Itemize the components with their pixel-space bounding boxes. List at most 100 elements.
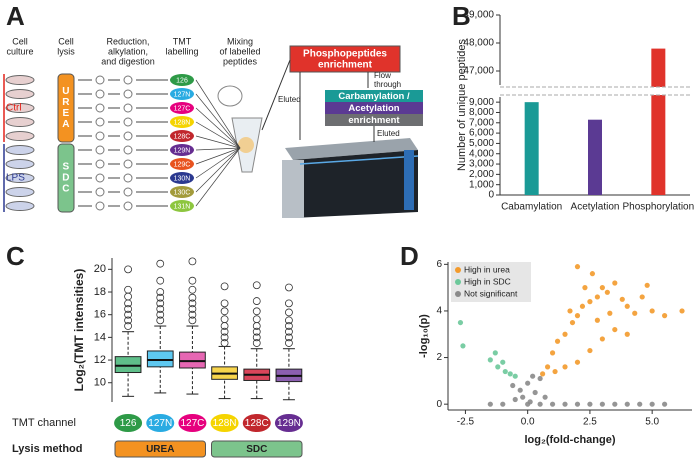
mod-box-band	[325, 102, 423, 114]
channel-tag	[146, 414, 175, 432]
outlier	[188, 310, 197, 319]
y-tick-label: 49,000	[463, 10, 494, 21]
mix-line	[195, 79, 241, 149]
outlier	[124, 292, 132, 301]
point	[662, 401, 668, 407]
lysis-axis-label: Lysis method	[12, 443, 83, 455]
mix-line	[195, 147, 241, 179]
tmt-tag	[170, 102, 194, 114]
peptide-icon	[123, 131, 133, 141]
outlier	[220, 282, 229, 291]
channel-label: 126	[120, 418, 137, 429]
dish	[5, 117, 35, 127]
point	[487, 401, 493, 407]
y-tick-label: 9,000	[469, 97, 494, 108]
peptide-icon	[123, 75, 133, 85]
tmt-tag	[170, 130, 194, 142]
outlier	[220, 315, 229, 324]
channel-tag	[242, 414, 271, 432]
peptide-icon	[95, 159, 105, 169]
mod-box-text: enrichment	[348, 115, 400, 126]
x-tick-label: -2.5	[457, 417, 475, 428]
point	[540, 371, 546, 377]
outlier	[188, 257, 197, 266]
outlier	[156, 293, 165, 302]
point	[604, 289, 610, 295]
peptide-icon	[123, 201, 133, 211]
channel-label: 129N	[277, 418, 301, 429]
legend-label: High in SDC	[464, 276, 511, 286]
point	[599, 285, 605, 291]
point	[554, 338, 561, 344]
outlier	[188, 285, 197, 294]
outlier	[220, 307, 229, 316]
outlier	[285, 339, 293, 347]
mix-line	[195, 147, 241, 193]
y-tick-label: 4	[436, 306, 442, 317]
tmt-tag	[170, 200, 194, 212]
box	[146, 350, 174, 368]
peptide-icon	[123, 159, 133, 169]
dish	[5, 145, 35, 155]
panel-letter: D	[400, 241, 419, 271]
point	[624, 331, 630, 337]
tmt-tag	[170, 88, 194, 100]
outlier	[124, 316, 132, 325]
point	[512, 396, 518, 403]
y-tick-label: 5,000	[469, 138, 494, 149]
tmt-tag	[170, 74, 194, 86]
channel-label: 128C	[245, 418, 269, 429]
y-tick-label: 6	[436, 259, 442, 270]
y-tick-label: 6,000	[469, 128, 494, 139]
point	[520, 394, 526, 400]
point	[569, 319, 576, 326]
outlier	[188, 305, 197, 313]
legend-label: High in urea	[464, 264, 510, 274]
panel-letter: C	[6, 241, 25, 271]
point	[552, 368, 558, 375]
outlier	[124, 265, 132, 274]
y-axis-label: Number of unique peptides	[456, 38, 468, 171]
step-label: Mixing	[227, 36, 253, 46]
tmt-tag	[170, 158, 194, 170]
outlier	[285, 333, 293, 342]
legend-swatch	[455, 279, 461, 285]
peptide-icon	[123, 187, 133, 197]
point	[460, 343, 466, 349]
point	[537, 375, 543, 382]
group-label: LPS	[6, 173, 25, 184]
outlier	[124, 305, 132, 313]
point	[624, 401, 630, 407]
mix-line	[195, 93, 241, 149]
sample-tube	[217, 85, 263, 173]
y-tick-label: 16	[94, 309, 106, 321]
outlier	[156, 299, 165, 308]
dish	[5, 103, 35, 113]
outlier	[156, 305, 165, 313]
peptide-icon	[95, 117, 105, 127]
outlier	[252, 297, 261, 305]
step-label: Cell	[12, 36, 28, 46]
peptide-icon	[95, 201, 105, 211]
point	[544, 364, 551, 370]
panel-letter: A	[6, 1, 25, 31]
outlier	[220, 327, 229, 336]
point	[562, 401, 568, 407]
bar	[524, 102, 539, 195]
point	[549, 401, 556, 407]
tmt-tag-label: 129N	[174, 147, 191, 154]
dish	[5, 89, 35, 99]
tmt-tag-label: 129C	[174, 161, 191, 168]
point	[587, 347, 593, 354]
outlier	[252, 333, 261, 342]
y-tick-label: 20	[94, 263, 106, 275]
outlier	[156, 259, 165, 268]
tmt-tag-label: 130C	[174, 189, 191, 196]
y-tick-label: 2,000	[469, 169, 494, 180]
y-tick-label: 3,000	[469, 159, 494, 170]
mix-line	[195, 147, 241, 207]
point	[589, 271, 596, 277]
outlier	[156, 276, 165, 285]
point	[662, 313, 668, 319]
